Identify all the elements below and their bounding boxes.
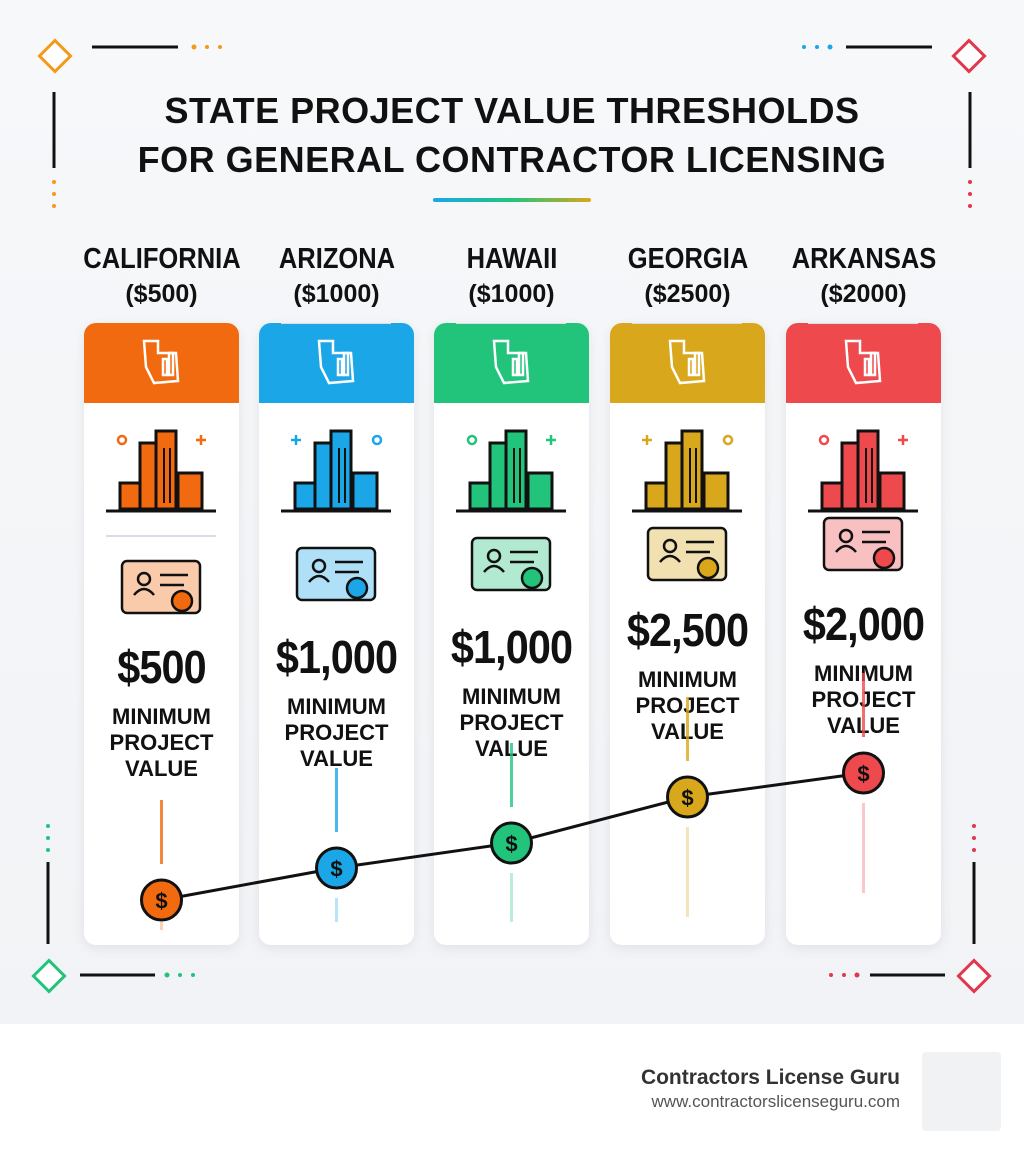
state-name: ARKANSAS: [791, 243, 936, 275]
card-icons: [456, 323, 566, 592]
state-card: $1,000 MINIMUM PROJECT VALUE: [434, 323, 589, 945]
coin: [315, 846, 358, 890]
state-threshold: ($2000): [820, 280, 907, 308]
coin: [490, 821, 533, 865]
title-line: FOR GENERAL CONTRACTOR LICENSING: [137, 139, 887, 180]
value-caption: MINIMUM PROJECT VALUE: [284, 694, 389, 771]
state-card: $1,000 MINIMUM PROJECT VALUE: [259, 323, 414, 945]
state-name: CALIFORNIA: [82, 243, 241, 275]
threshold-value: $1,000: [450, 621, 573, 673]
coin: [842, 751, 885, 795]
coin: [140, 878, 183, 922]
threshold-value: $500: [117, 641, 206, 693]
footer: Contractors License Guru www.contractors…: [0, 1024, 1024, 1154]
card-icons: [632, 323, 742, 582]
threshold-value: $2,000: [802, 598, 925, 650]
decorations: $ $ $ $ $: [31, 38, 992, 994]
value-caption: MINIMUM PROJECT VALUE: [109, 704, 214, 781]
card-header: [786, 323, 941, 403]
card-header: [434, 323, 589, 403]
card-icons: [106, 339, 216, 615]
card-header: [259, 323, 414, 403]
brand-url: www.contractorslicenseguru.com: [651, 1092, 900, 1111]
coin: [666, 775, 709, 819]
state-threshold: ($1000): [468, 280, 555, 308]
brand-name: Contractors License Guru: [640, 1066, 900, 1089]
state-threshold: ($2500): [644, 280, 731, 308]
threshold-value: $1,000: [275, 631, 398, 683]
state-card: $2,000 MINIMUM PROJECT VALUE: [786, 323, 941, 945]
coin-symbol: $: [330, 857, 342, 882]
state-threshold: ($500): [125, 280, 198, 308]
value-caption: MINIMUM PROJECT VALUE: [459, 684, 564, 761]
state-name: HAWAII: [466, 243, 557, 275]
card-icons: [281, 323, 391, 602]
card-header: [610, 323, 765, 403]
card-header: [84, 323, 239, 403]
card-icons: [808, 323, 918, 572]
coin-symbol: $: [155, 889, 167, 914]
state-name: ARIZONA: [278, 243, 395, 275]
state-name: GEORGIA: [627, 243, 748, 275]
title-line: STATE PROJECT VALUE THRESHOLDS: [164, 90, 860, 131]
state-card: $2,500 MINIMUM PROJECT VALUE: [610, 323, 765, 945]
coin-symbol: $: [681, 786, 693, 811]
coin-symbol: $: [857, 762, 869, 787]
coin-symbol: $: [505, 832, 517, 857]
logo: [922, 1052, 1001, 1131]
threshold-value: $2,500: [626, 604, 749, 656]
state-threshold: ($1000): [293, 280, 380, 308]
